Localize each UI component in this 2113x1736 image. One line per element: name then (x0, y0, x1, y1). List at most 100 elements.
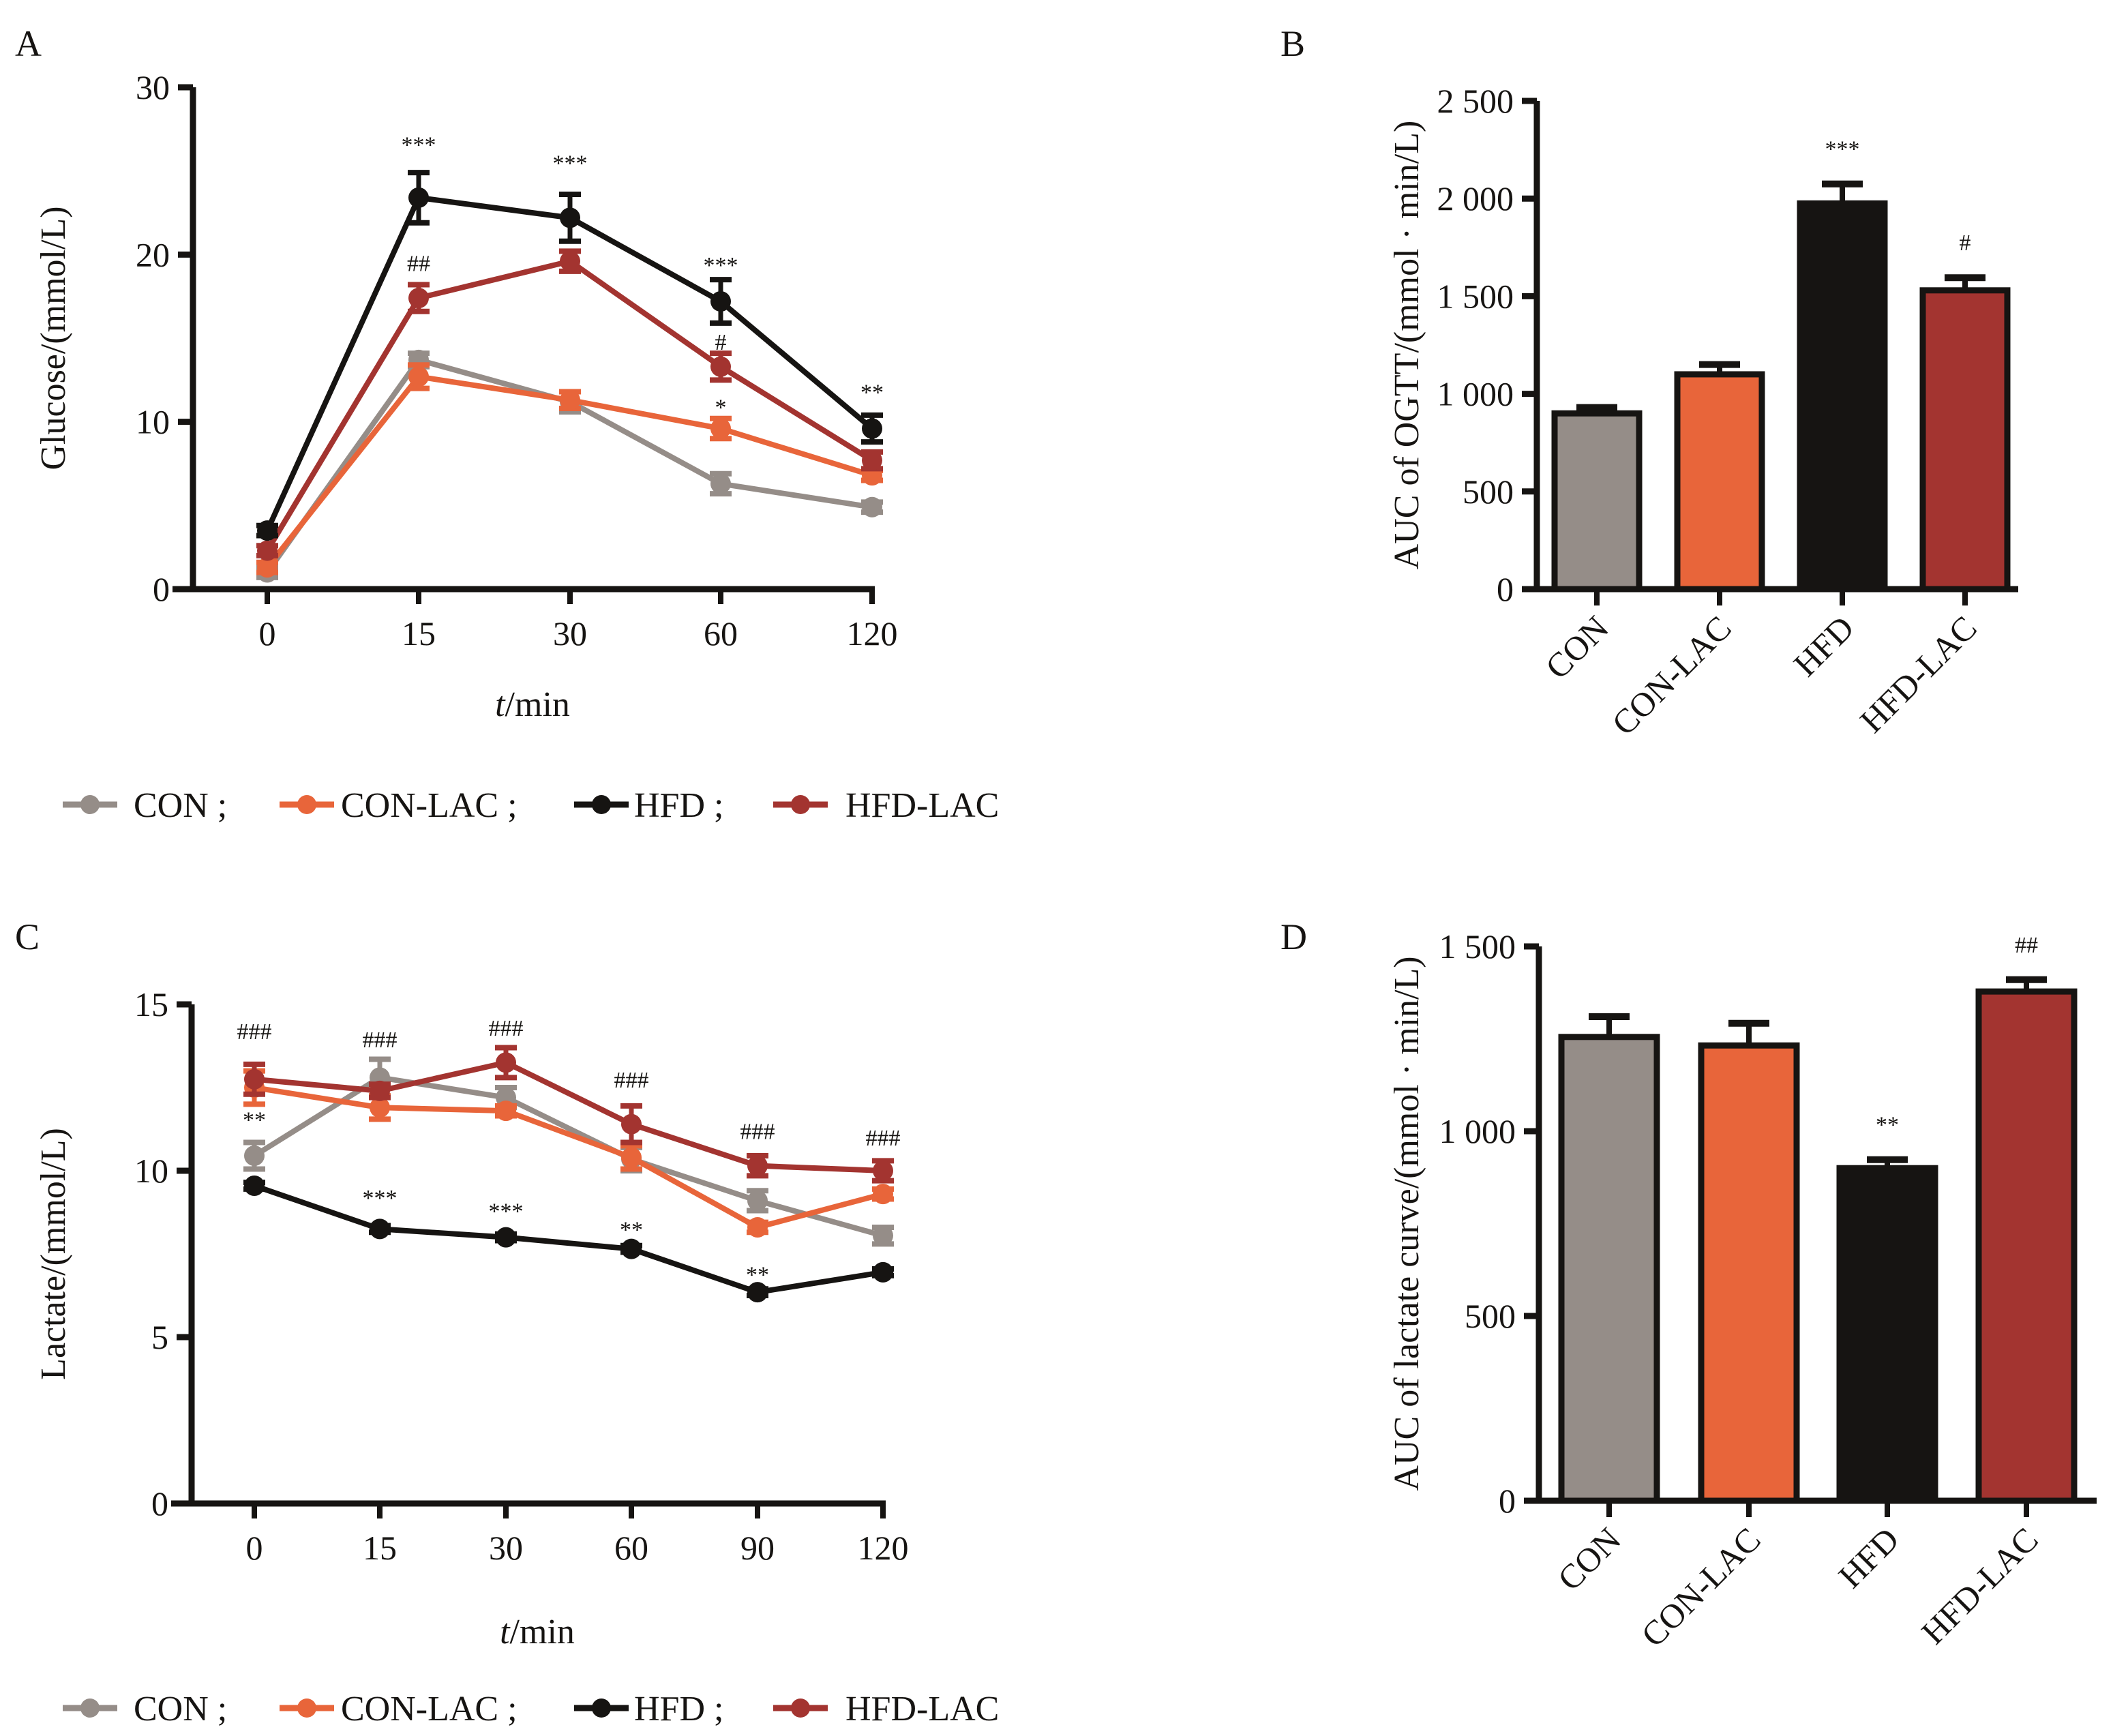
y-tick-label: 500 (1463, 473, 1514, 511)
y-tick-label: 500 (1465, 1297, 1516, 1335)
data-point (621, 1147, 642, 1168)
bar-group-con: CON (1538, 404, 1643, 686)
x-category-label: HFD (1831, 1520, 1906, 1595)
legend-label: HFD-LAC (845, 786, 999, 825)
y-tick-label: 0 (151, 1484, 168, 1523)
y-tick-label: 30 (136, 68, 170, 106)
legend-marker-icon (297, 795, 316, 814)
data-point (873, 1184, 893, 1205)
significance-marker: *** (489, 1199, 524, 1225)
data-point (257, 520, 278, 541)
data-point (244, 1068, 265, 1090)
legend-label: CON-LAC ; (341, 1690, 518, 1728)
legend-marker-icon (592, 1698, 611, 1718)
legend-item-con: CON ; (63, 1690, 227, 1728)
x-tick-label: 0 (259, 614, 276, 653)
panel-d-lactate-auc-chart: 0 500 1 000 1 500 CON CON-LAC HFD HFD-LAC ** ## AU… (1388, 927, 2097, 1654)
x-tick-label: 60 (704, 614, 738, 653)
data-point (408, 288, 429, 309)
data-point (257, 557, 278, 578)
significance-marker: *** (1825, 137, 1860, 162)
x-axis-title-italic: t (500, 1613, 511, 1651)
significance-marker: ** (620, 1217, 643, 1242)
panel-letter-c: C (15, 916, 40, 957)
data-point (621, 1238, 642, 1259)
bar (1674, 371, 1765, 593)
series-hfd-lac (243, 1045, 894, 1184)
bar-group-con: CON (1550, 1013, 1660, 1598)
significance-marker: ### (866, 1126, 901, 1151)
y-tick-label: 15 (134, 985, 168, 1023)
x-axis-title: t/min (495, 685, 570, 724)
data-point (408, 187, 429, 208)
data-point (560, 207, 580, 228)
bar (1919, 287, 2011, 593)
bar-group-hfd: HFD (1786, 180, 1888, 684)
x-category-label: CON-LAC (1634, 1520, 1768, 1654)
x-axis-title: t/min (500, 1613, 575, 1651)
significance-marker: ** (1876, 1113, 1899, 1138)
x-axis-title-italic: t (495, 685, 506, 724)
data-point (496, 1052, 516, 1073)
series-line (254, 1060, 884, 1173)
legend-marker-icon (791, 795, 810, 814)
significance-marker: ### (237, 1019, 272, 1045)
legend-item-con: CON ; (63, 786, 227, 825)
significance-marker: ## (2015, 933, 2038, 958)
bar (1836, 1165, 1938, 1504)
significance-marker: ** (860, 380, 884, 406)
legend-a: CON ; CON-LAC ; HFD ; HFD-LAC (63, 786, 999, 825)
legend-marker-icon (80, 795, 100, 814)
y-axis-title: Glucose/(mmol/L) (34, 206, 73, 470)
legend-item-hfd-lac: HFD-LAC (773, 786, 999, 825)
data-point (747, 1282, 768, 1303)
series-hfd (243, 1175, 894, 1303)
significance-marker: ### (614, 1068, 649, 1093)
y-axis-title: AUC of OGTT/(mmol · min/L) (1388, 121, 1426, 570)
significance-marker: *** (363, 1186, 398, 1211)
data-point (257, 540, 278, 561)
y-tick-label: 10 (134, 1152, 168, 1190)
legend-item-con-lac: CON-LAC ; (280, 1690, 518, 1728)
x-axis-title-unit: /min (510, 1613, 575, 1651)
data-point (560, 389, 580, 410)
panel-letter-b: B (1280, 23, 1305, 64)
series-line (253, 1183, 884, 1296)
x-tick-label: 15 (402, 614, 436, 653)
data-point (496, 1101, 516, 1122)
x-tick-label: 30 (553, 614, 587, 653)
y-tick-label: 10 (136, 403, 170, 441)
data-point (408, 366, 429, 387)
y-tick-label: 2 000 (1437, 179, 1514, 218)
legend-label: HFD ; (634, 1690, 723, 1728)
data-point (862, 418, 882, 439)
legend-marker-icon (791, 1698, 810, 1718)
significance-marker: ** (746, 1262, 769, 1287)
data-point (496, 1227, 516, 1248)
data-point (862, 496, 882, 518)
x-category-label: CON-LAC (1604, 608, 1739, 743)
data-point (747, 1190, 768, 1211)
y-tick-label: 20 (136, 235, 170, 273)
data-point (370, 1097, 390, 1118)
legend-label: CON-LAC ; (341, 786, 518, 825)
x-category-label: CON (1550, 1520, 1628, 1598)
y-tick-label: 2 500 (1437, 82, 1514, 120)
legend-label: CON ; (134, 786, 227, 825)
series-line (254, 1085, 884, 1230)
series-hfd-lac (256, 248, 883, 561)
y-axis-title: AUC of lactate curve/(mmol · min/L) (1388, 956, 1426, 1491)
data-point (370, 1218, 390, 1240)
legend-label: HFD ; (634, 786, 723, 825)
legend-item-hfd: HFD ; (574, 1690, 723, 1728)
data-point (862, 450, 882, 471)
data-point (710, 473, 731, 494)
significance-marker: ## (407, 252, 430, 277)
significance-marker: ### (489, 1016, 524, 1041)
y-tick-label: 1 000 (1437, 375, 1514, 413)
significance-marker: * (715, 395, 727, 421)
significance-marker: *** (402, 132, 436, 158)
